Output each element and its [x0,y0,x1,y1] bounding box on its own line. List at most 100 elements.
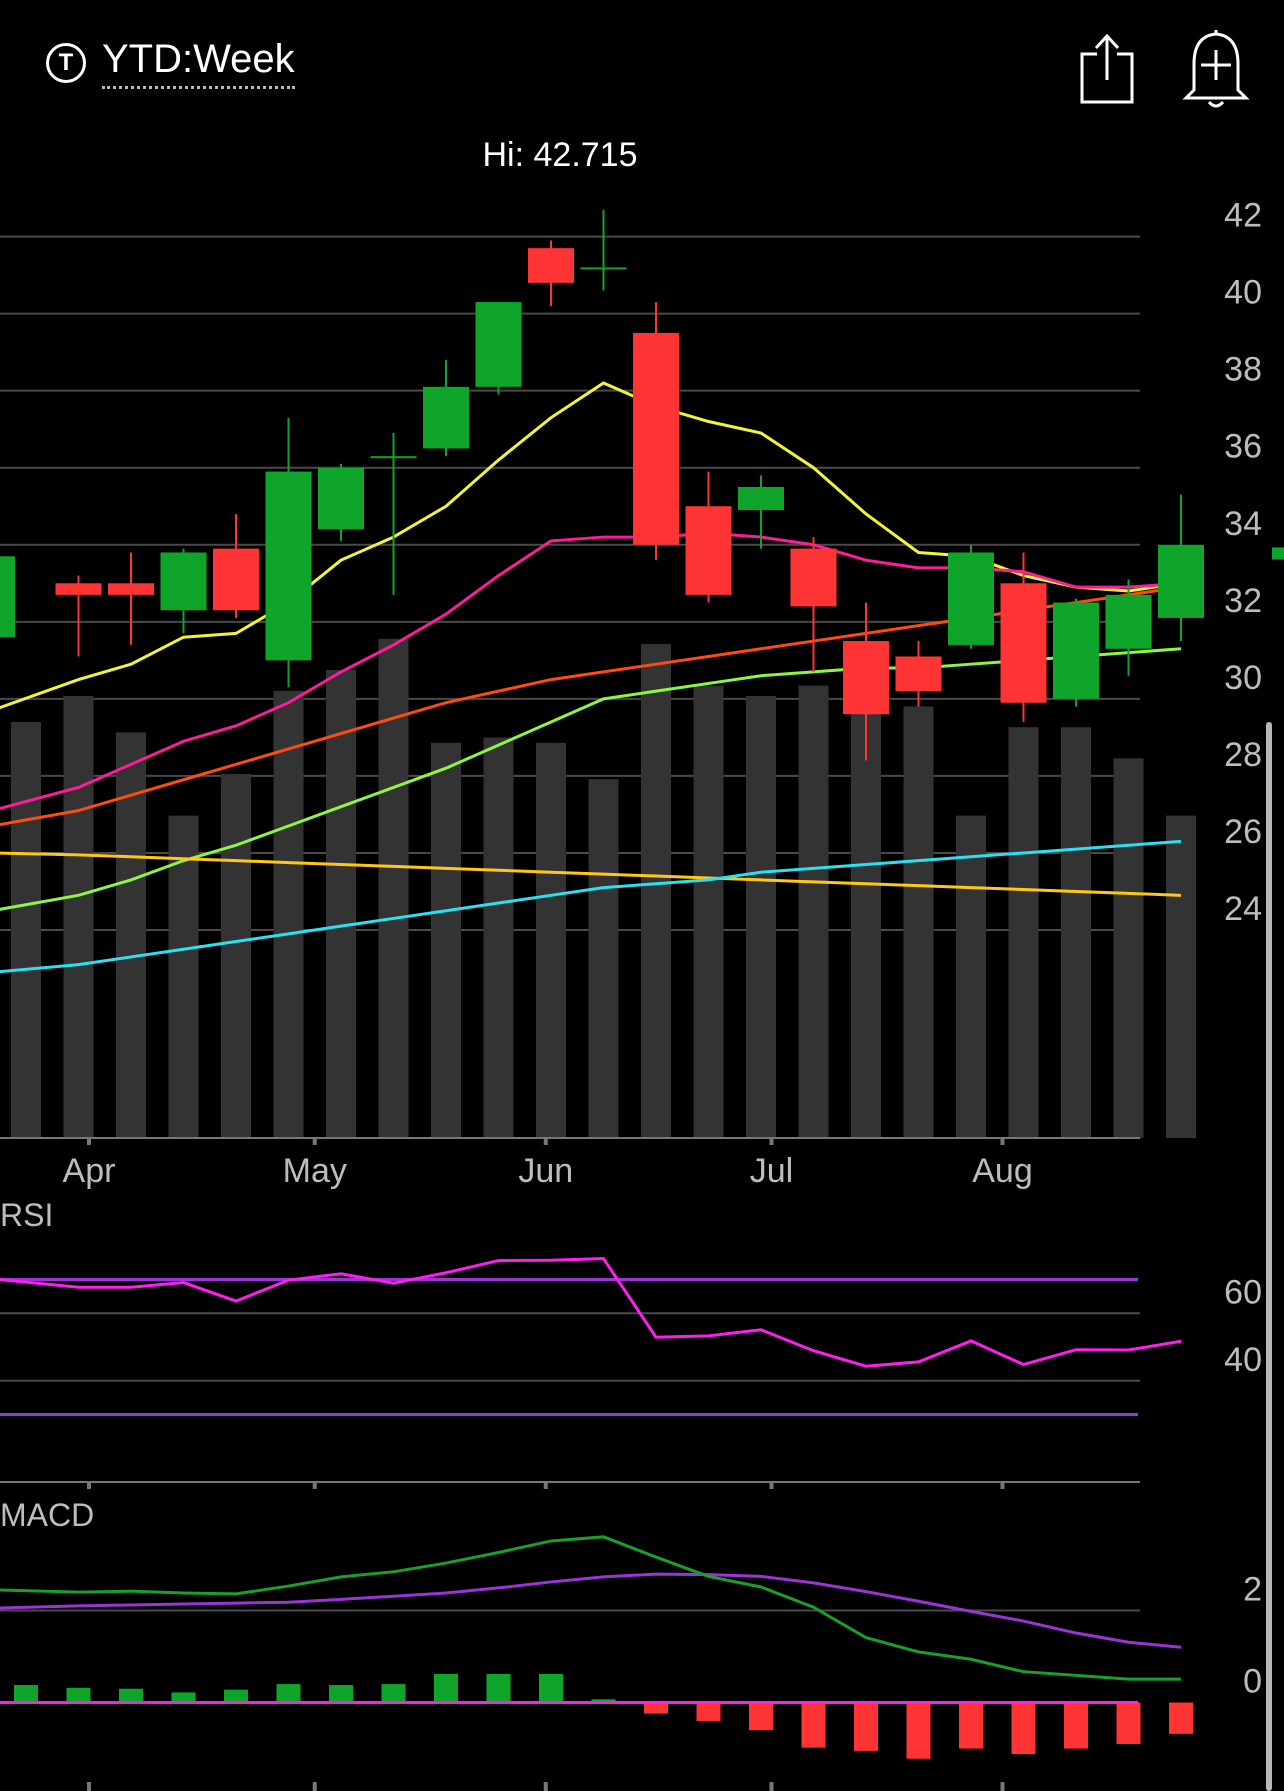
candle-down [633,332,679,545]
volume-bar [641,644,671,1138]
macd-histogram-bar [486,1674,511,1703]
candle-down [895,656,942,692]
macd-histogram-bar [539,1674,563,1703]
volume-bar [273,690,304,1138]
macd-histogram-bar [224,1689,248,1703]
macd-histogram-bar [119,1688,143,1703]
x-tick-label: Jul [750,1152,793,1190]
volume-bar [1061,727,1091,1138]
share-button[interactable] [1070,22,1150,112]
candle-up [0,556,15,638]
macd-histogram-bar [381,1684,406,1703]
macd-histogram-bar [854,1702,878,1751]
volume-bar [1113,758,1144,1138]
candle-up [160,552,207,611]
x-tick-label: Apr [63,1152,116,1190]
moving-average-line [0,839,1182,974]
macd-title: MACD [0,1497,94,1533]
macd-signal-line [0,1572,1182,1649]
volume-bar [63,696,94,1138]
x-tick-label: Aug [972,1152,1033,1190]
moving-average-line [0,647,1182,911]
rsi-tick-label: 60 [1224,1273,1262,1311]
candle-down [213,548,259,611]
ticker-badge-icon: T [46,43,86,83]
macd-histogram-bar [906,1702,931,1759]
volume-bar [693,685,724,1138]
macd-histogram-bar [591,1699,616,1703]
candle-up [265,471,312,661]
rsi-line [0,1257,1182,1368]
macd-histogram-bar [14,1685,38,1703]
macd-tick-label: 0 [1243,1663,1262,1701]
macd-histogram-bar [171,1692,196,1703]
volume-bar [588,779,619,1138]
high-price-label: Hi: 42.715 [483,136,638,174]
volume-bar [746,696,776,1138]
volume-bar [1166,815,1196,1138]
volume-bar [11,722,41,1138]
price-tick-label: 36 [1224,428,1262,466]
price-tick-label: 30 [1224,659,1262,697]
price-tick-label: 28 [1224,736,1262,774]
candle-down [843,641,889,715]
moving-average-line [0,851,1182,897]
macd-histogram-bar [1116,1702,1141,1744]
macd-histogram-bar [749,1702,773,1731]
period-selector[interactable]: YTD:Week [102,37,295,89]
price-tick-label: 32 [1224,582,1262,620]
add-alert-button[interactable] [1176,22,1256,112]
rsi-tick-label: 40 [1224,1341,1262,1379]
candle-up [370,456,417,459]
volume-bar [431,742,461,1138]
volume-bar [326,670,356,1138]
macd-histogram-bar [801,1702,826,1748]
volume-bar [903,706,934,1138]
candle-up [475,302,522,387]
candle-up [1105,594,1152,649]
macd-histogram-bar [644,1702,668,1714]
candle-up [1053,602,1099,699]
macd-histogram-bar [1169,1702,1193,1734]
volume-bar [1008,727,1039,1138]
price-tick-label: 38 [1224,351,1262,389]
macd-histogram-bar [1064,1702,1088,1749]
macd-histogram-bar [1011,1702,1036,1755]
add-alert-bell-icon [1182,30,1250,108]
volume-bar [221,774,251,1138]
volume-bar [536,742,566,1138]
last-price-marker [1272,547,1284,560]
candle-up [318,467,364,530]
candle-up [423,386,469,449]
macd-histogram-bar [276,1684,301,1703]
candle-down [528,248,574,283]
macd-histogram-bar [329,1685,353,1703]
volume-bar [483,737,514,1138]
price-tick-label: 24 [1224,890,1262,928]
share-icon [1080,33,1134,104]
candle-up [1158,544,1204,618]
volume-bar [168,815,199,1138]
macd-histogram-bar [434,1674,458,1703]
price-tick-label: 40 [1224,274,1262,312]
macd-tick-label: 2 [1243,1570,1262,1608]
rsi-title: RSI [0,1197,53,1233]
candle-down [790,548,837,607]
price-tick-label: 42 [1224,197,1262,235]
price-tick-label: 26 [1224,813,1262,851]
candle-down [108,583,154,595]
volume-bar [956,815,986,1138]
volume-bar [798,685,829,1138]
macd-histogram-bar [696,1702,721,1721]
x-tick-label: Jun [518,1152,573,1190]
volume-bar [116,732,146,1138]
vertical-scrollbar[interactable] [1266,722,1272,1791]
candle-down [1000,583,1047,703]
candle-down [55,583,102,595]
price-tick-label: 34 [1224,505,1262,543]
candle-up [948,552,994,645]
x-tick-label: May [283,1152,347,1190]
macd-line [0,1535,1181,1681]
macd-histogram-bar [959,1702,983,1749]
